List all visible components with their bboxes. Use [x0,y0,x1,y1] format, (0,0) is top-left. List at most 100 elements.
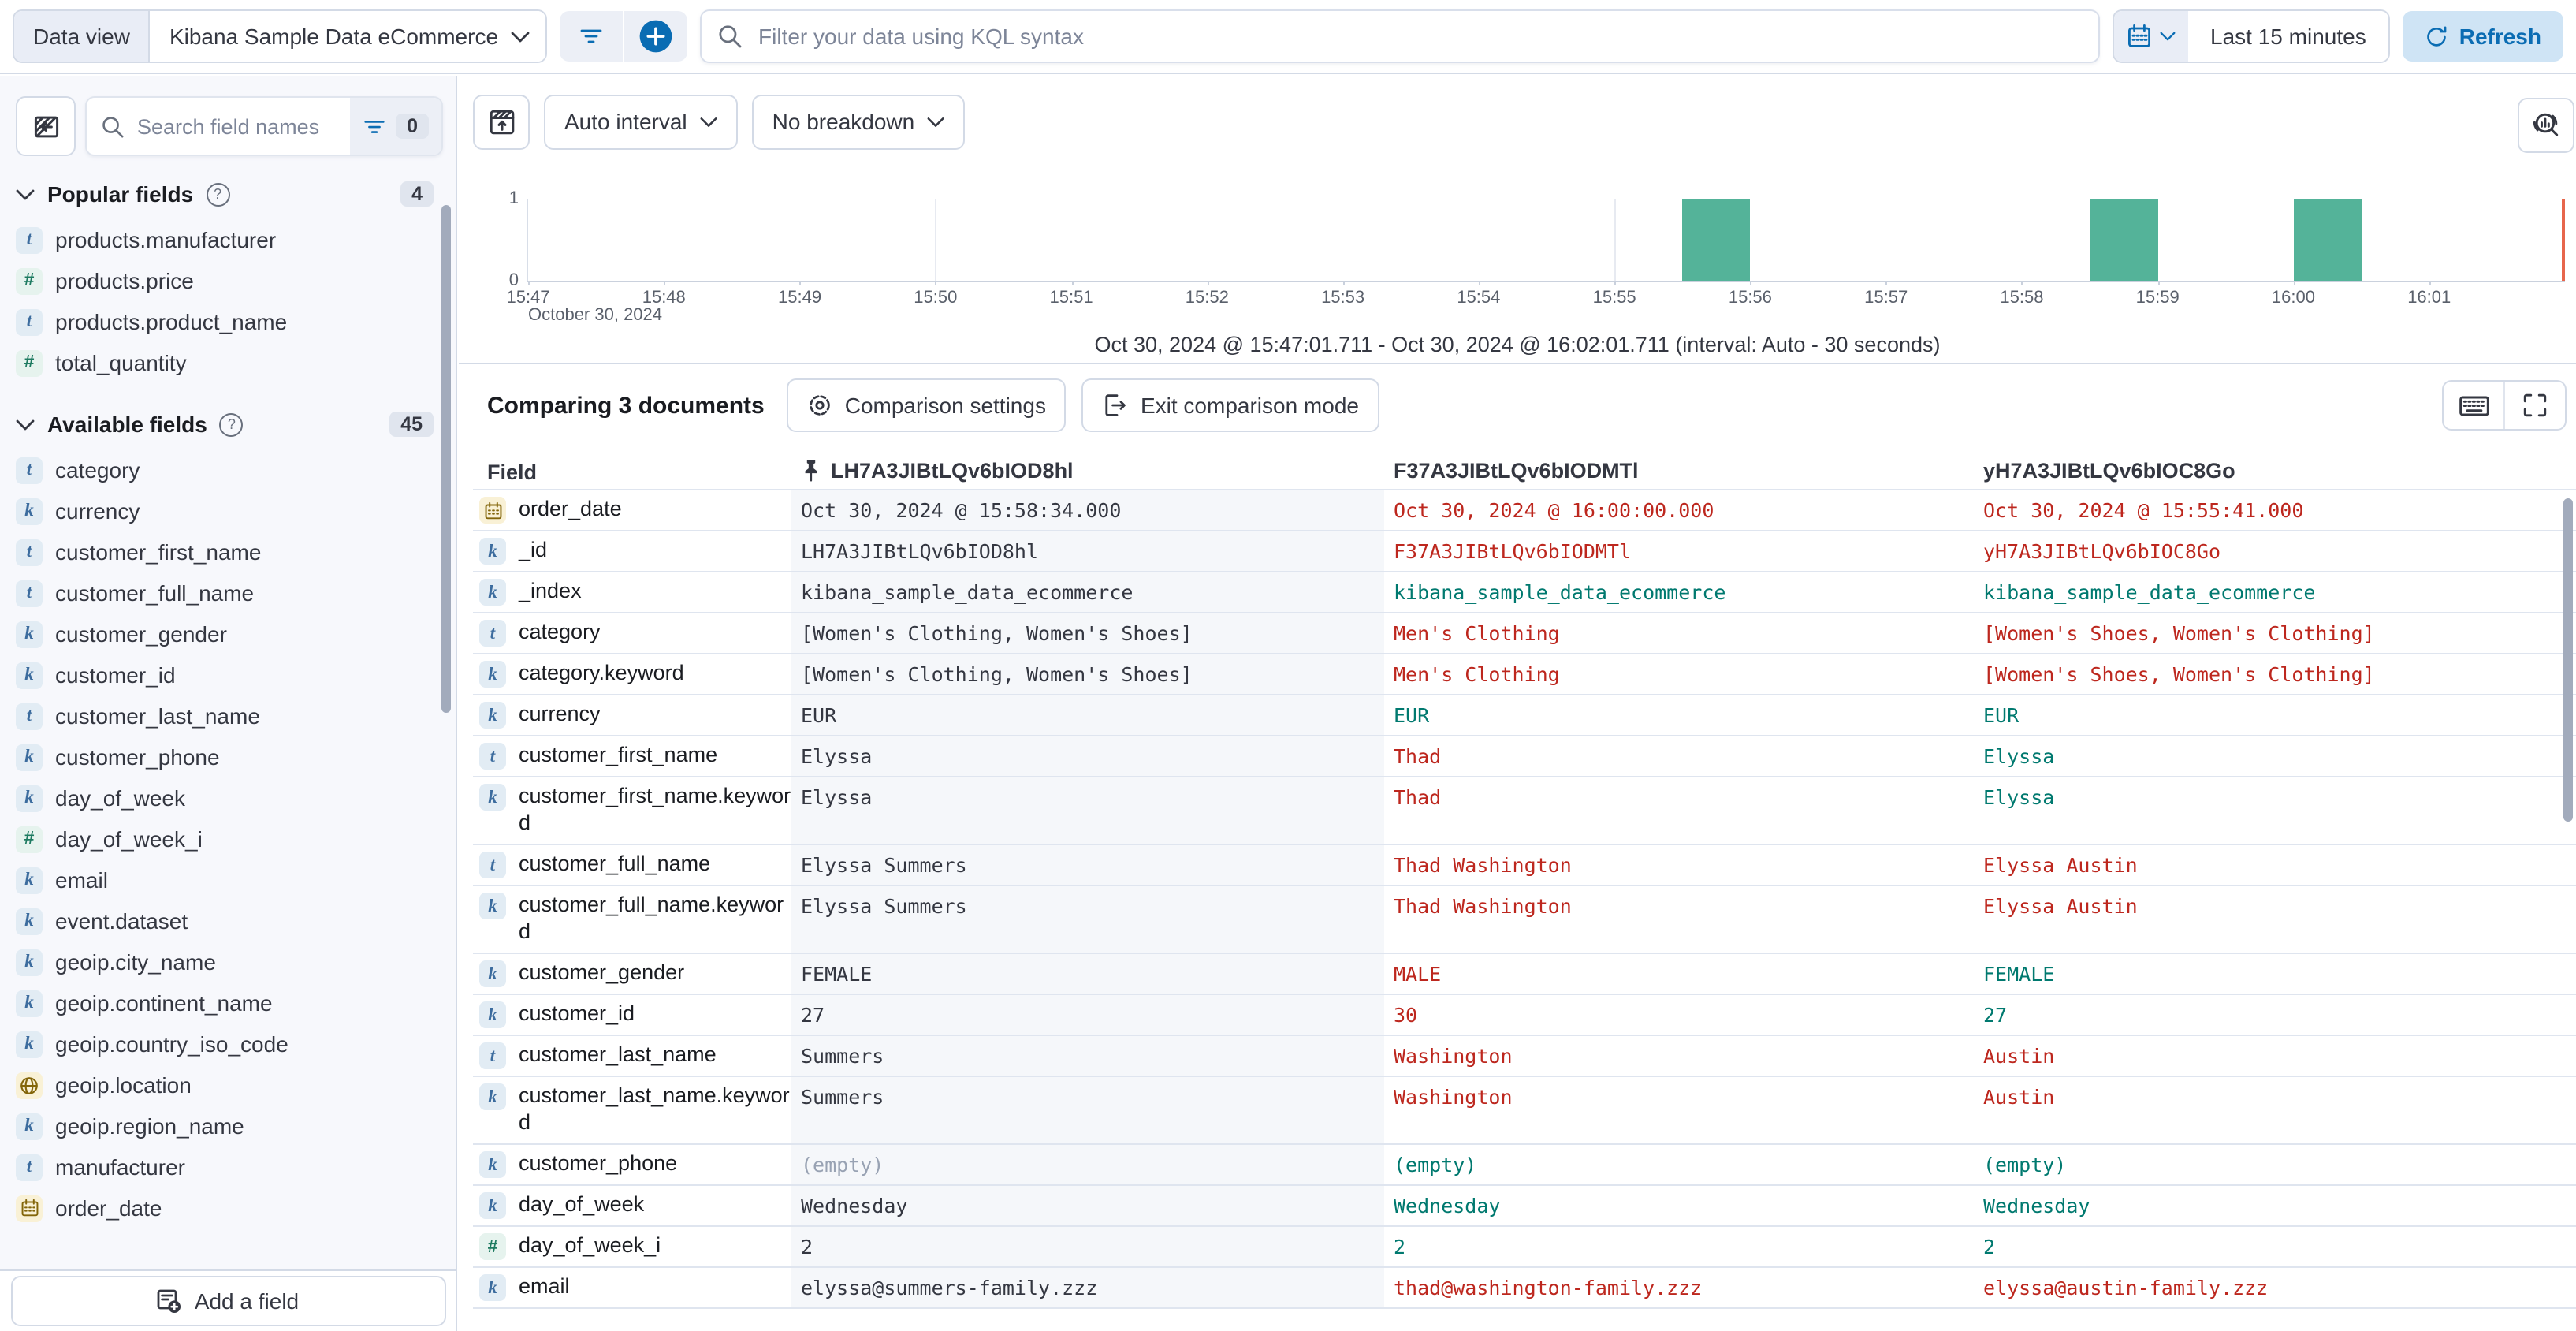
doc-column-header-pinned[interactable]: LH7A3JIBtLQv6bIOD8hl [791,454,1384,485]
table-row-_index[interactable]: k _index kibana_sample_data_ecommerce kiban… [473,572,2576,613]
doc-column-header[interactable]: F37A3JIBtLQv6bIODMTl [1384,454,1974,485]
help-icon: ? [219,412,244,436]
field-item-total_quantity[interactable]: # total_quantity [0,342,456,383]
field-item-customer_last_name[interactable]: t customer_last_name [0,695,456,736]
field-item-category[interactable]: t category [0,449,456,490]
comparison-toolbar: Comparing 3 documents Comparison setting… [487,375,2567,435]
field-item-geoip.location[interactable]: geoip.location [0,1064,456,1105]
field-item-geoip.country_iso_code[interactable]: k geoip.country_iso_code [0,1023,456,1064]
field-item-customer_first_name[interactable]: t customer_first_name [0,531,456,572]
kql-query-input[interactable] [755,22,2083,50]
field-item-geoip.continent_name[interactable]: k geoip.continent_name [0,982,456,1023]
available-fields-list: t category k currency t customer_first_name t c… [0,449,456,1228]
interval-dropdown[interactable]: Auto interval [544,94,738,149]
keyword-field-icon: k [16,498,43,524]
field-item-geoip.city_name[interactable]: k geoip.city_name [0,941,456,982]
keyword-field-icon: k [479,1083,506,1110]
field-item-customer_id[interactable]: k customer_id [0,654,456,695]
doc-value-cell: Austin [1983,1044,2055,1068]
field-search-box[interactable]: 0 [85,96,443,156]
table-row-customer_full_name.keyword[interactable]: k customer_full_name.keyword Elyssa Summer… [473,886,2576,954]
filter-menu-button[interactable] [560,11,625,62]
data-view-picker[interactable]: Data view Kibana Sample Data eCommerce [13,9,548,63]
table-row-customer_last_name[interactable]: t customer_last_name Summers Washington Aust… [473,1036,2576,1077]
sidebar-scrollbar[interactable] [441,205,451,713]
field-item-products.product_name[interactable]: t products.product_name [0,301,456,342]
field-item-products.price[interactable]: # products.price [0,260,456,301]
fullscreen-button[interactable] [2503,382,2565,429]
table-row-order_date[interactable]: order_date Oct 30, 2024 @ 15:58:34.000 Oct… [473,490,2576,531]
doc-value-cell: 2 [1983,1235,1996,1258]
table-row-day_of_week_i[interactable]: # day_of_week_i 2 2 2 [473,1227,2576,1268]
field-item-manufacturer[interactable]: t manufacturer [0,1146,456,1187]
table-row-currency[interactable]: k currency EUR EUR EUR [473,695,2576,736]
doc-value-cell: kibana_sample_data_ecommerce [1394,580,1726,604]
date-quick-select-button[interactable] [2114,11,2189,62]
popular-fields-header[interactable]: Popular fields ? 4 [0,175,456,213]
doc-value-cell: Summers [791,1077,1384,1143]
text-field-icon: t [479,1042,506,1069]
field-search-input[interactable] [125,113,351,140]
time-range-value[interactable]: Last 15 minutes [2188,11,2388,62]
text-field-icon: t [16,308,43,335]
kql-search-bar[interactable] [700,9,2101,63]
table-row-customer_phone[interactable]: k customer_phone (empty) (empty) (empty) [473,1145,2576,1186]
table-row-customer_last_name.keyword[interactable]: k customer_last_name.keyword Summers Washin… [473,1077,2576,1145]
toggle-chart-button[interactable] [473,94,530,149]
field-item-geoip.region_name[interactable]: k geoip.region_name [0,1105,456,1146]
table-row-email[interactable]: k email elyssa@summers-family.zzz thad@wash… [473,1268,2576,1309]
x-axis-tick-label: 15:59 [2135,289,2180,308]
keyword-field-icon: k [16,744,43,770]
field-item-day_of_week[interactable]: k day_of_week [0,777,456,818]
field-filter-button[interactable]: 0 [350,98,441,155]
histogram-chart[interactable]: 1 0 15:47 15:48 15:49 15:50 15:51 15:52 15:53 15:… [506,189,2565,325]
text-field-icon: t [479,620,506,647]
add-field-button[interactable]: Add a field [10,1276,445,1326]
field-item-email[interactable]: k email [0,859,456,900]
keyboard-shortcuts-button[interactable] [2444,382,2503,429]
doc-value-cell: [Women's Shoes, Women's Clothing] [1983,662,2375,686]
table-row-customer_full_name[interactable]: t customer_full_name Elyssa Summers Thad Wa… [473,845,2576,886]
table-row-customer_first_name[interactable]: t customer_first_name Elyssa Thad Elyssa [473,736,2576,777]
field-item-event.dataset[interactable]: k event.dataset [0,900,456,941]
field-item-currency[interactable]: k currency [0,490,456,531]
field-item-order_date[interactable]: order_date [0,1187,456,1228]
table-row-day_of_week[interactable]: k day_of_week Wednesday Wednesday Wednesday [473,1186,2576,1227]
field-item-customer_full_name[interactable]: t customer_full_name [0,572,456,613]
doc-value-cell: [Women's Clothing, Women's Shoes] [791,613,1384,653]
table-row-customer_id[interactable]: k customer_id 27 30 27 [473,995,2576,1036]
doc-value-cell: Elyssa [791,777,1384,844]
sidebar-header: 0 [0,76,456,156]
field-item-customer_phone[interactable]: k customer_phone [0,736,456,777]
field-item-customer_gender[interactable]: k customer_gender [0,613,456,654]
histogram-bar[interactable] [1682,199,1751,281]
table-row-customer_first_name.keyword[interactable]: k customer_first_name.keyword Elyssa Thad El… [473,777,2576,845]
text-field-icon: t [479,743,506,770]
keyword-field-icon: k [479,538,506,565]
histogram-bar[interactable] [2293,199,2362,281]
table-row-_id[interactable]: k _id LH7A3JIBtLQv6bIOD8hl F37A3JIBtLQv6bIO… [473,531,2576,572]
x-axis-tick-label: 15:50 [914,289,958,308]
comparison-settings-button[interactable]: Comparison settings [786,378,1067,432]
doc-column-header[interactable]: yH7A3JIBtLQv6bIOC8Go [1974,454,2576,485]
exit-comparison-button[interactable]: Exit comparison mode [1081,378,1379,432]
x-axis-tick-label: 16:01 [2407,289,2451,308]
x-axis-tick [935,281,937,285]
breakdown-dropdown[interactable]: No breakdown [751,94,966,149]
table-row-category[interactable]: t category [Women's Clothing, Women's Shoe… [473,613,2576,654]
table-row-category.keyword[interactable]: k category.keyword [Women's Clothing, Wome… [473,654,2576,695]
histogram-bar[interactable] [2090,199,2158,281]
doc-value-cell: Summers [791,1036,1384,1076]
data-view-selector[interactable]: Kibana Sample Data eCommerce [150,11,546,62]
explore-in-lens-button[interactable] [2518,98,2574,153]
refresh-button[interactable]: Refresh [2402,11,2563,62]
help-icon: ? [206,182,230,206]
table-scrollbar[interactable] [2563,498,2573,822]
add-filter-button[interactable] [624,11,687,62]
table-row-customer_gender[interactable]: k customer_gender FEMALE MALE FEMALE [473,954,2576,995]
field-item-day_of_week_i[interactable]: # day_of_week_i [0,818,456,859]
field-item-products.manufacturer[interactable]: t products.manufacturer [0,219,456,260]
text-field-icon: t [16,1154,43,1180]
collapse-sidebar-button[interactable] [16,96,76,156]
available-fields-header[interactable]: Available fields ? 45 [0,405,456,443]
